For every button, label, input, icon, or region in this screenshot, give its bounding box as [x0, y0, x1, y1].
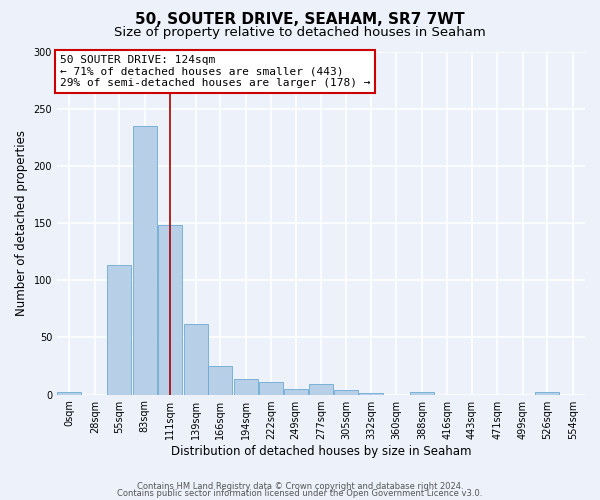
- X-axis label: Distribution of detached houses by size in Seaham: Distribution of detached houses by size …: [171, 444, 471, 458]
- Bar: [535, 392, 559, 394]
- Bar: [158, 226, 182, 394]
- Bar: [309, 384, 333, 394]
- Bar: [334, 390, 358, 394]
- Bar: [107, 266, 131, 394]
- Text: 50 SOUTER DRIVE: 124sqm
← 71% of detached houses are smaller (443)
29% of semi-d: 50 SOUTER DRIVE: 124sqm ← 71% of detache…: [60, 55, 370, 88]
- Bar: [208, 366, 232, 394]
- Text: Contains HM Land Registry data © Crown copyright and database right 2024.: Contains HM Land Registry data © Crown c…: [137, 482, 463, 491]
- Bar: [184, 324, 208, 394]
- Bar: [57, 392, 82, 394]
- Bar: [410, 392, 434, 394]
- Text: Contains public sector information licensed under the Open Government Licence v3: Contains public sector information licen…: [118, 488, 482, 498]
- Bar: [133, 126, 157, 394]
- Y-axis label: Number of detached properties: Number of detached properties: [15, 130, 28, 316]
- Text: Size of property relative to detached houses in Seaham: Size of property relative to detached ho…: [114, 26, 486, 39]
- Text: 50, SOUTER DRIVE, SEAHAM, SR7 7WT: 50, SOUTER DRIVE, SEAHAM, SR7 7WT: [135, 12, 465, 28]
- Bar: [233, 378, 257, 394]
- Bar: [259, 382, 283, 394]
- Bar: [284, 389, 308, 394]
